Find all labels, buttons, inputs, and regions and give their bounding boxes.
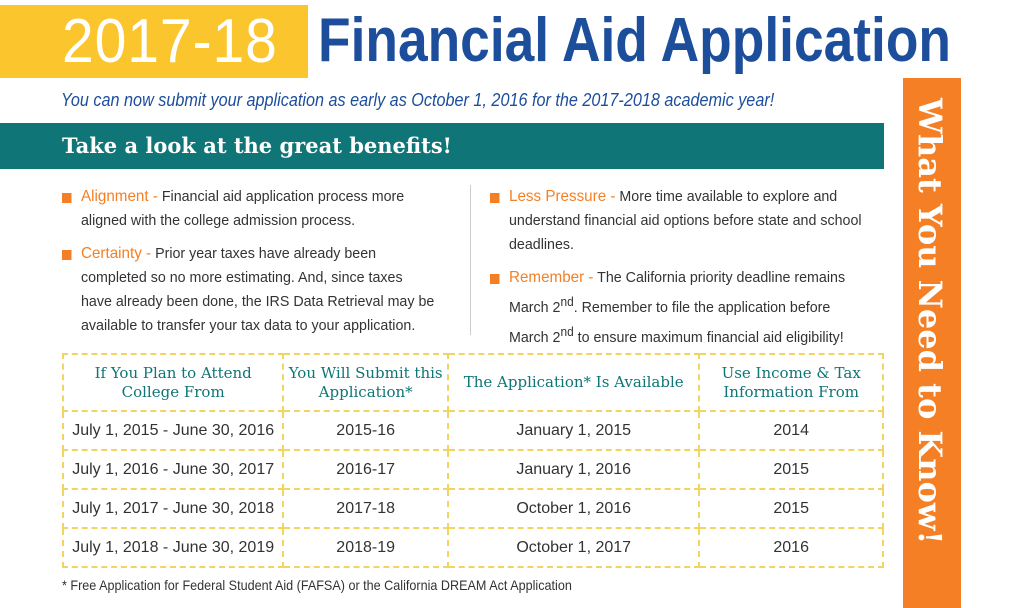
table-cell: July 1, 2016 - June 30, 2017 [61, 449, 285, 490]
benefit-text: . Remember to file the application befor… [509, 299, 831, 346]
superscript: nd [560, 295, 574, 309]
year-box: 2017-18 [0, 5, 308, 78]
benefit-item: Remember - The California priority deadl… [490, 266, 865, 350]
table-row: July 1, 2018 - June 30, 2019 2018-19 Oct… [61, 527, 884, 568]
benefit-item: Certainty - Prior year taxes have alread… [62, 242, 437, 338]
benefit-text: to ensure maximum financial aid eligibil… [573, 329, 844, 346]
square-bullet-icon [62, 193, 72, 203]
table-cell: January 1, 2016 [447, 449, 701, 490]
benefit-text: Financial aid application process more a… [81, 188, 405, 229]
table-cell: 2018-19 [282, 527, 450, 568]
subtitle: You can now submit your application as e… [61, 90, 775, 110]
superscript: nd [560, 325, 574, 339]
benefit-text: Prior year taxes have already been compl… [81, 245, 435, 334]
benefit-label: Less Pressure - [509, 188, 616, 205]
column-divider [470, 185, 471, 335]
table-row: July 1, 2015 - June 30, 2016 2015-16 Jan… [61, 410, 884, 451]
table-cell: October 1, 2017 [447, 527, 701, 568]
column-header: If You Plan to Attend College From [61, 353, 285, 412]
table-cell: 2014 [698, 410, 884, 451]
table-cell: 2016-17 [282, 449, 450, 490]
table-cell: July 1, 2018 - June 30, 2019 [61, 527, 285, 568]
benefit-label: Alignment - [81, 188, 158, 205]
benefit-text: The California priority deadline remains… [509, 269, 846, 316]
square-bullet-icon [62, 250, 72, 260]
benefit-label: Remember - [509, 269, 594, 286]
benefits-right: Less Pressure - More time available to e… [490, 185, 885, 359]
table-header-row: If You Plan to Attend College From You W… [61, 353, 884, 412]
table-row: July 1, 2017 - June 30, 2018 2017-18 Oct… [61, 488, 884, 529]
column-header: The Application* Is Available [447, 353, 701, 412]
table-cell: 2016 [698, 527, 884, 568]
square-bullet-icon [490, 193, 500, 203]
benefits-left: Alignment - Financial aid application pr… [62, 185, 457, 347]
column-header: Use Income & Tax Information From [698, 353, 884, 412]
benefits-banner: Take a look at the great benefits! [0, 123, 884, 169]
column-header: You Will Submit this Application* [282, 353, 450, 412]
side-banner-text: What You Need to Know! [911, 98, 949, 545]
page-title: Financial Aid Application [318, 6, 951, 75]
benefit-item: Less Pressure - More time available to e… [490, 185, 865, 257]
footnote: * Free Application for Federal Student A… [62, 577, 572, 593]
year-label: 2017-18 [62, 7, 278, 76]
benefits-heading: Take a look at the great benefits! [62, 133, 452, 158]
square-bullet-icon [490, 274, 500, 284]
table-row: July 1, 2016 - June 30, 2017 2016-17 Jan… [61, 449, 884, 490]
benefit-label: Certainty - [81, 245, 152, 262]
side-banner: What You Need to Know! [903, 78, 961, 608]
table-cell: 2015 [698, 449, 884, 490]
table-cell: October 1, 2016 [447, 488, 701, 529]
benefit-item: Alignment - Financial aid application pr… [62, 185, 437, 233]
table-cell: 2015-16 [282, 410, 450, 451]
schedule-table: If You Plan to Attend College From You W… [61, 353, 884, 568]
table-cell: 2015 [698, 488, 884, 529]
benefit-text: More time available to explore and under… [509, 188, 862, 253]
table-cell: January 1, 2015 [447, 410, 701, 451]
table-cell: July 1, 2015 - June 30, 2016 [61, 410, 285, 451]
table-cell: July 1, 2017 - June 30, 2018 [61, 488, 285, 529]
table-cell: 2017-18 [282, 488, 450, 529]
